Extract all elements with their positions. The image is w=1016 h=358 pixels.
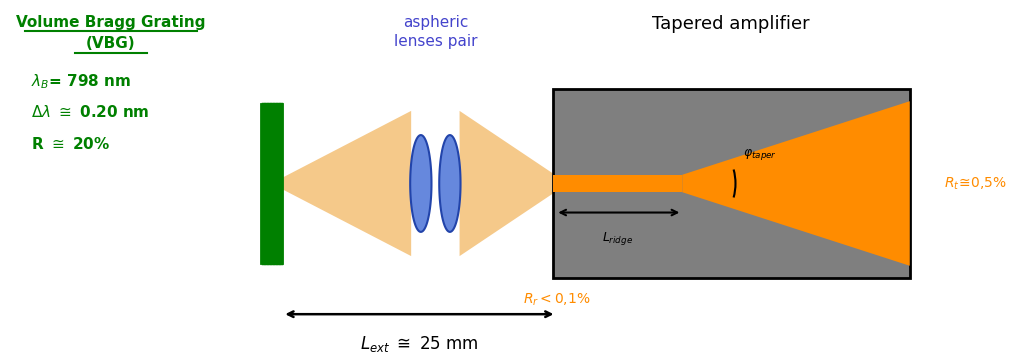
Text: $\varphi_{taper}$: $\varphi_{taper}$ [744, 147, 777, 162]
Text: $L_{ext}$ $\cong$ 25 mm: $L_{ext}$ $\cong$ 25 mm [360, 334, 479, 354]
Text: $R_t\!\cong\!0{,}5\%$: $R_t\!\cong\!0{,}5\%$ [944, 175, 1007, 192]
Polygon shape [682, 101, 909, 266]
Polygon shape [439, 135, 460, 232]
Text: R $\cong$ 20%: R $\cong$ 20% [30, 136, 110, 152]
Text: Volume Bragg Grating: Volume Bragg Grating [16, 15, 206, 30]
Text: aspheric
lenses pair: aspheric lenses pair [393, 15, 478, 49]
Polygon shape [459, 111, 557, 256]
Text: $\Delta\lambda$ $\cong$ 0.20 nm: $\Delta\lambda$ $\cong$ 0.20 nm [30, 104, 149, 120]
Text: (VBG): (VBG) [86, 36, 136, 51]
Polygon shape [282, 111, 411, 256]
Bar [554, 89, 909, 279]
Text: $R_r<0{,}1\%$: $R_r<0{,}1\%$ [522, 292, 590, 308]
Polygon shape [410, 135, 432, 232]
Text: Tapered amplifier: Tapered amplifier [652, 15, 810, 33]
Bar [261, 104, 282, 263]
Text: $L_{ridge}$: $L_{ridge}$ [602, 230, 633, 247]
Text: $\lambda_B$= 798 nm: $\lambda_B$= 798 nm [30, 72, 131, 91]
Polygon shape [554, 175, 682, 192]
